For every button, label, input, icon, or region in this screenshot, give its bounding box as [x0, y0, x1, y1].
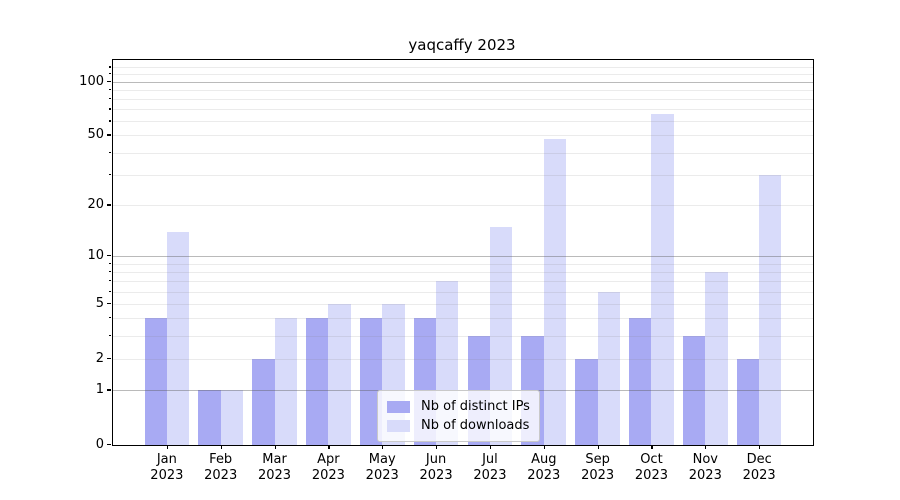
- x-tick-label-apr: Apr 2023: [311, 452, 345, 483]
- x-tick-label-feb: Feb 2023: [204, 452, 238, 483]
- y-tick-label: 1: [95, 382, 104, 398]
- bar-distinct-ips-feb: [198, 390, 221, 445]
- y-minor-tick-mark: [108, 173, 111, 175]
- y-tick-mark: [106, 80, 111, 82]
- bar-distinct-ips-nov: [683, 335, 706, 445]
- bar-distinct-ips-dec: [736, 358, 760, 445]
- y-minor-tick-mark: [108, 66, 111, 68]
- bar-downloads-nov: [705, 272, 728, 445]
- y-tick-mark: [106, 444, 111, 446]
- legend-item-distinct-ips: Nb of distinct IPs: [387, 397, 530, 416]
- x-tick-mark: [651, 445, 653, 450]
- bar-distinct-ips-jan: [144, 318, 167, 445]
- legend: Nb of distinct IPs Nb of downloads: [377, 390, 540, 442]
- x-tick-label-jul: Jul 2023: [473, 452, 507, 483]
- y-tick-label: 50: [87, 127, 104, 143]
- x-tick-label-dec: Dec 2023: [742, 452, 776, 483]
- bar-downloads-oct: [651, 113, 674, 445]
- bar-distinct-ips-may: [359, 318, 383, 445]
- x-tick-mark: [382, 445, 384, 450]
- bar-downloads-feb: [220, 390, 243, 445]
- legend-label-downloads: Nb of downloads: [421, 418, 530, 433]
- x-tick-label-may: May 2023: [365, 452, 399, 483]
- y-tick-mark: [106, 357, 111, 359]
- bar-distinct-ips-mar: [252, 358, 275, 445]
- bar-downloads-aug: [543, 138, 567, 445]
- y-tick-mark: [106, 134, 111, 136]
- y-tick-mark: [106, 204, 111, 206]
- x-tick-mark: [166, 445, 169, 450]
- bar-downloads-mar: [274, 318, 297, 445]
- legend-label-distinct-ips: Nb of distinct IPs: [421, 399, 530, 414]
- y-tick-mark: [106, 389, 111, 391]
- y-minor-tick-mark: [108, 108, 111, 110]
- y-tick-mark: [106, 302, 111, 305]
- legend-item-downloads: Nb of downloads: [387, 416, 530, 435]
- x-tick-mark: [436, 445, 438, 450]
- x-tick-mark: [705, 445, 707, 450]
- y-minor-tick-mark: [108, 98, 111, 100]
- x-tick-mark: [220, 445, 222, 450]
- x-tick-mark: [759, 445, 761, 450]
- y-minor-tick-mark: [108, 88, 111, 91]
- x-tick-mark: [274, 445, 276, 450]
- x-tick-label-mar: Mar 2023: [257, 452, 292, 483]
- y-tick-label: 100: [79, 73, 104, 89]
- x-tick-mark: [328, 445, 330, 450]
- x-tick-label-jan: Jan 2023: [150, 452, 184, 483]
- x-tick-label-jun: Jun 2023: [419, 452, 453, 483]
- y-minor-tick-mark: [108, 73, 111, 75]
- plot-area: Nb of distinct IPs Nb of downloads: [112, 59, 814, 446]
- bar-distinct-ips-apr: [306, 318, 329, 445]
- x-tick-label-nov: Nov 2023: [688, 452, 722, 483]
- legend-swatch-downloads-icon: [387, 419, 410, 432]
- y-tick-label: 5: [95, 295, 104, 311]
- y-minor-tick-mark: [108, 120, 111, 122]
- x-tick-mark: [489, 445, 492, 450]
- bar-downloads-jan: [166, 231, 190, 445]
- bars-layer: [113, 60, 813, 445]
- y-tick-label: 0: [95, 437, 104, 452]
- y-minor-tick-mark: [108, 290, 111, 292]
- y-tick-label: 10: [87, 248, 104, 264]
- y-minor-tick-mark: [108, 271, 111, 273]
- y-minor-tick-mark: [108, 280, 111, 282]
- x-tick-label-aug: Aug 2023: [527, 452, 561, 483]
- x-tick-mark: [543, 445, 545, 450]
- y-minor-tick-mark: [108, 262, 111, 264]
- y-tick-label: 20: [87, 197, 104, 213]
- x-tick-label-sep: Sep 2023: [581, 452, 615, 483]
- bar-downloads-apr: [328, 303, 351, 445]
- bar-downloads-sep: [597, 291, 620, 445]
- y-tick-label: 2: [95, 350, 104, 366]
- x-tick-mark: [597, 445, 599, 450]
- bar-distinct-ips-oct: [629, 318, 652, 445]
- bar-distinct-ips-sep: [575, 358, 598, 445]
- y-minor-tick-mark: [108, 151, 111, 153]
- x-tick-label-oct: Oct 2023: [634, 452, 668, 483]
- bar-downloads-dec: [759, 174, 782, 445]
- y-minor-tick-mark: [108, 317, 111, 319]
- y-tick-mark: [106, 255, 111, 257]
- chart-title: yaqcaffy 2023: [408, 36, 516, 54]
- y-minor-tick-mark: [108, 334, 111, 337]
- legend-swatch-distinct-ips-icon: [387, 400, 410, 413]
